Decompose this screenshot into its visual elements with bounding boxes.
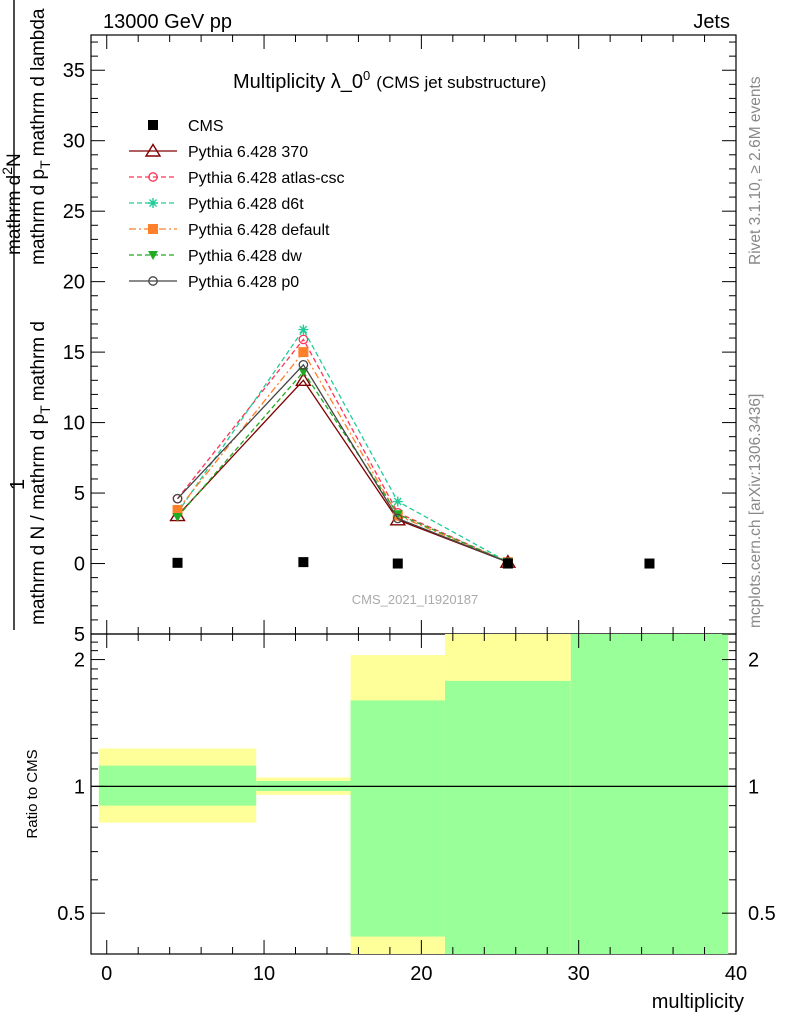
main-ytick-label: 0 <box>74 554 85 576</box>
analysis-id-watermark: CMS_2021_I1920187 <box>352 592 479 607</box>
main-ytick-label: 35 <box>63 60 85 82</box>
legend-entry: Pythia 6.428 dw <box>129 248 302 265</box>
ratio-ytick-label-left: 0.5 <box>57 903 85 925</box>
legend-marker <box>148 198 158 208</box>
legend-entry: Pythia 6.428 atlas-csc <box>129 170 345 187</box>
ratio-ytick-label-left: 1 <box>74 776 85 798</box>
series-point <box>298 334 309 345</box>
ylabel-denominator-part-a: mathrm d N / mathrm d pTmathrm d <box>28 321 53 625</box>
ratio-ytick-label-right: 1 <box>748 776 759 798</box>
series-point <box>172 493 183 504</box>
series-point <box>172 513 183 523</box>
series-line <box>177 370 509 563</box>
legend-label: Pythia 6.428 p0 <box>188 274 299 291</box>
legend-marker <box>148 251 158 260</box>
legend-entry: Pythia 6.428 d6t <box>129 196 304 213</box>
series-point <box>392 513 403 524</box>
legend: CMS Pythia 6.428 370 Pythia 6.428 atlas-cs… <box>129 118 345 291</box>
series-point <box>295 372 312 387</box>
legend-marker <box>148 172 158 182</box>
legend-label: Pythia 6.428 370 <box>188 144 308 161</box>
xtick-label: 0 <box>101 963 112 985</box>
legend-entry: CMS <box>148 118 224 135</box>
legend-label: CMS <box>188 118 224 135</box>
green-band-0 <box>98 765 257 806</box>
legend-marker <box>148 224 158 234</box>
main-ytick-label: 15 <box>63 342 85 364</box>
legend-marker <box>144 143 162 157</box>
series-line <box>177 350 509 563</box>
green-band-2 <box>350 700 445 937</box>
series-point <box>298 324 309 335</box>
legend-label: Pythia 6.428 dw <box>188 248 302 265</box>
legend-marker <box>148 276 158 286</box>
series-point <box>172 504 183 515</box>
main-y-axis-label: 1 <box>7 0 29 630</box>
legend-entry: Pythia 6.428 default <box>129 222 330 239</box>
ratio-ytick-label-left: 2 <box>74 650 85 672</box>
legend-label: Pythia 6.428 atlas-csc <box>188 170 345 187</box>
series-point <box>298 347 309 358</box>
plot-title: Multiplicity λ_00 (CMS jet substructure) <box>233 68 546 93</box>
series-point <box>392 496 403 507</box>
ratio-ytick-label-right: 0.5 <box>748 903 776 925</box>
ylabel-numerator: 1 <box>7 479 29 490</box>
x-ticks: 0 10 20 30 40 <box>101 35 747 985</box>
ratio-uncertainty-bands <box>98 634 729 954</box>
series-line <box>177 379 509 563</box>
main-ytick-label: 30 <box>63 131 85 153</box>
mcplots-label: mcplots.cern.ch [arXiv:1306.3436] <box>747 394 764 628</box>
series-point <box>298 557 309 568</box>
header-energy: 13000 GeV pp <box>103 11 232 33</box>
series-line <box>177 363 509 563</box>
main-ytick-label: 25 <box>63 201 85 223</box>
xtick-label: 10 <box>253 963 275 985</box>
main-y-ticks: 35 30 25 20 15 10 5 0 5 <box>63 41 736 646</box>
main-ytick-label: 10 <box>63 413 85 435</box>
legend-label: Pythia 6.428 default <box>188 222 330 239</box>
x-axis-label: multiplicity <box>652 991 744 1013</box>
series-point <box>172 557 183 568</box>
legend-entry: Pythia 6.428 370 <box>129 143 308 161</box>
main-ytick-label: 20 <box>63 272 85 294</box>
main-ytick-label: 5 <box>74 624 85 646</box>
rivet-version-label: Rivet 3.1.10, ≥ 2.6M events <box>747 76 764 265</box>
ratio-y-ticks: 2 2 1 1 0.5 0.5 <box>57 641 776 955</box>
series-point <box>298 359 309 370</box>
green-band-4 <box>570 634 729 954</box>
ratio-ytick-label-right: 2 <box>748 650 759 672</box>
ratio-y-axis-label: Ratio to CMS <box>24 749 41 838</box>
ylabel-d2n: mathrm d2N <box>0 153 25 255</box>
data-series <box>169 324 655 569</box>
legend-entry: Pythia 6.428 p0 <box>129 274 299 291</box>
legend-label: Pythia 6.428 d6t <box>188 196 304 213</box>
xtick-label: 40 <box>725 963 747 985</box>
header-process: Jets <box>693 11 730 33</box>
series-point <box>502 558 513 569</box>
main-ytick-label: 5 <box>74 483 85 505</box>
series-point <box>644 558 655 569</box>
series-point <box>392 558 403 569</box>
ylabel-big-numerator: mathrm d pTmathrm d lambda <box>28 8 53 265</box>
legend-marker <box>148 120 158 130</box>
series-line <box>177 338 509 563</box>
green-band-3 <box>444 680 571 954</box>
series-line <box>176 328 509 563</box>
xtick-label: 20 <box>410 963 432 985</box>
xtick-label: 30 <box>568 963 590 985</box>
